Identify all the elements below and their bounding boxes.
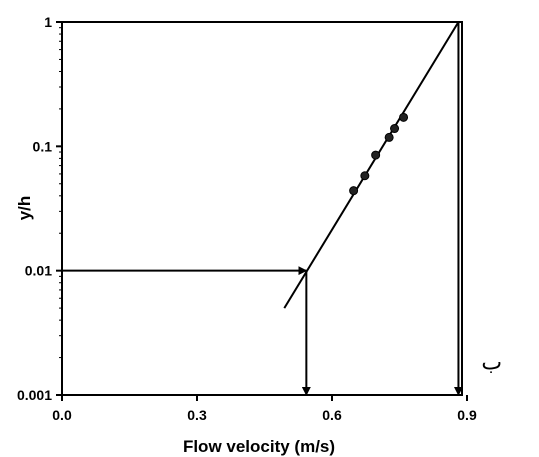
x-axis-ticks: 0.0 0.3 0.6 0.9: [52, 395, 477, 423]
annotations: بب: [481, 351, 502, 376]
data-point: [371, 150, 381, 160]
y-axis-ticks: 0.001 0.01 0.1 1: [17, 14, 62, 403]
data-point: [399, 112, 409, 122]
y-tick-label: 0.01: [25, 263, 52, 279]
x-tick-label: 0.0: [52, 407, 72, 423]
fit-line: [283, 21, 460, 309]
fit-line-segment: [283, 21, 460, 309]
y-tick-label: 1: [44, 14, 52, 30]
x-tick-label: 0.3: [187, 407, 207, 423]
data-points: [349, 112, 409, 196]
y-axis-title: y/h: [15, 196, 34, 221]
reference-arrows: [62, 22, 463, 396]
x-axis-title: Flow velocity (m/s): [183, 437, 335, 456]
annotation-label: ب: [481, 351, 502, 376]
x-tick-label: 0.9: [457, 407, 477, 423]
data-point: [384, 132, 394, 142]
data-point: [360, 171, 370, 181]
data-point: [349, 186, 359, 196]
y-tick-label: 0.1: [33, 138, 53, 154]
plot-frame: [61, 21, 463, 396]
y-tick-label: 0.001: [17, 387, 52, 403]
data-point: [390, 124, 400, 134]
x-tick-label: 0.6: [322, 407, 342, 423]
